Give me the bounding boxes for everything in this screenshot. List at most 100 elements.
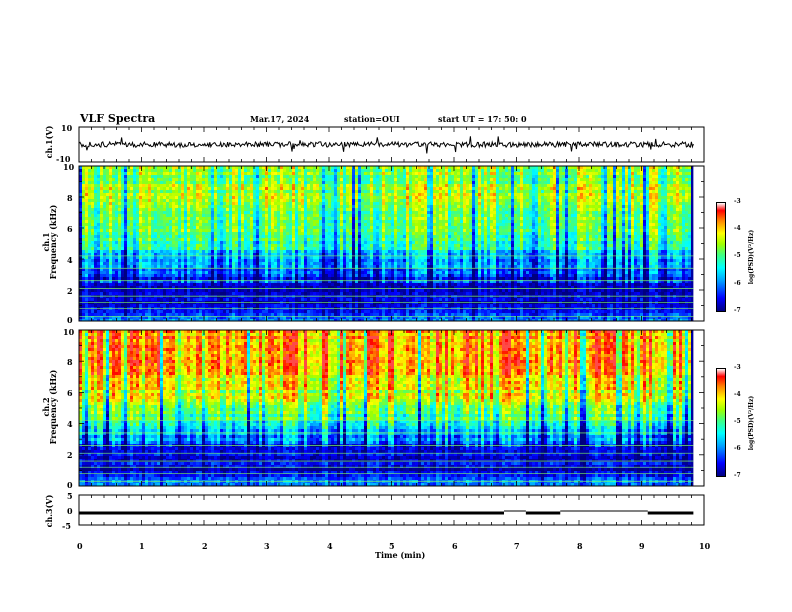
spectrogram-cell: [385, 226, 388, 229]
spectrogram-cell: [565, 232, 568, 235]
spectrogram-cell: [484, 181, 487, 184]
spectrogram-cell: [319, 196, 322, 199]
spectrogram-cell: [142, 202, 145, 205]
spectrogram-cell: [160, 214, 163, 217]
spectrogram-cell: [175, 187, 178, 190]
spectrogram-cell: [607, 217, 610, 220]
spectrogram-cell: [634, 196, 637, 199]
spectrogram-cell: [580, 181, 583, 184]
spectrogram-cell: [478, 229, 481, 232]
spectrogram-cell: [613, 190, 616, 193]
spectrogram-cell: [499, 220, 502, 223]
spectrogram-cell: [526, 217, 529, 220]
spectrogram-cell: [544, 205, 547, 208]
spectrogram-cell: [166, 211, 169, 214]
spectrogram-cell: [595, 190, 598, 193]
spectrogram-cell: [559, 196, 562, 199]
spectrogram-cell: [292, 172, 295, 175]
spectrogram-cell: [130, 199, 133, 202]
spectrogram-cell: [523, 235, 526, 238]
spectrogram-cell: [172, 214, 175, 217]
spectrogram-cell: [688, 202, 691, 205]
spectrogram-cell: [343, 190, 346, 193]
spectrogram-cell: [592, 229, 595, 232]
spectrogram-cell: [274, 181, 277, 184]
spectrogram-cell: [382, 223, 385, 226]
spectrogram-cell: [223, 223, 226, 226]
spectrogram-cell: [343, 211, 346, 214]
spectrogram-cell: [430, 223, 433, 226]
spectrogram-cell: [436, 208, 439, 211]
spectrogram-cell: [538, 178, 541, 181]
spectrogram-cell: [430, 202, 433, 205]
spectrogram-cell: [688, 223, 691, 226]
spectrogram-cell: [565, 196, 568, 199]
spectrogram-cell: [586, 202, 589, 205]
spectrogram-cell: [253, 229, 256, 232]
spectrogram-cell: [106, 169, 109, 172]
spectrogram-cell: [151, 220, 154, 223]
spectrogram-cell: [238, 187, 241, 190]
spectrogram-cell: [379, 214, 382, 217]
spectrogram-cell: [238, 202, 241, 205]
spectrogram-cell: [127, 220, 130, 223]
spectrogram-cell: [190, 238, 193, 241]
spectrogram-cell: [526, 235, 529, 238]
spectrogram-cell: [388, 214, 391, 217]
spectrogram-cell: [535, 208, 538, 211]
spectrogram-cell: [385, 193, 388, 196]
spectrogram-cell: [103, 166, 106, 169]
spectrogram-cell: [568, 196, 571, 199]
spectrogram-cell: [112, 208, 115, 211]
spectrogram-cell: [298, 217, 301, 220]
spectrogram-cell: [103, 202, 106, 205]
spectrogram-cell: [556, 178, 559, 181]
spectrogram-cell: [121, 193, 124, 196]
spectrogram-cell: [643, 214, 646, 217]
spectrogram-cell: [112, 202, 115, 205]
spectrogram-cell: [211, 172, 214, 175]
spectrogram-cell: [256, 232, 259, 235]
spectrogram-cell: [568, 229, 571, 232]
spectrogram-cell: [439, 211, 442, 214]
spectrogram-cell: [571, 211, 574, 214]
spectrogram-cell: [118, 181, 121, 184]
spectrogram-cell: [274, 172, 277, 175]
spectrogram-cell: [181, 187, 184, 190]
spectrogram-cell: [109, 169, 112, 172]
spectrogram-cell: [604, 214, 607, 217]
spectrogram-cell: [460, 202, 463, 205]
spectrogram-cell: [586, 193, 589, 196]
spectrogram-cell: [112, 190, 115, 193]
spectrogram-cell: [664, 169, 667, 172]
spectrogram-cell: [664, 217, 667, 220]
spectrogram-cell: [178, 223, 181, 226]
spectrogram-cell: [103, 226, 106, 229]
spectrogram-cell: [559, 235, 562, 238]
spectrogram-cell: [355, 229, 358, 232]
spectrogram-cell: [250, 235, 253, 238]
spectrogram-cell: [373, 229, 376, 232]
spectrogram-cell: [136, 220, 139, 223]
spectrogram-cell: [238, 193, 241, 196]
spectrogram-cell: [169, 187, 172, 190]
spectrogram-cell: [424, 196, 427, 199]
spectrogram-cell: [370, 166, 373, 169]
spectrogram-cell: [676, 199, 679, 202]
spectrogram-cell: [484, 217, 487, 220]
spectrogram-cell: [265, 199, 268, 202]
spectrogram-cell: [463, 202, 466, 205]
spectrogram-cell: [313, 199, 316, 202]
spectrogram-cell: [667, 211, 670, 214]
spectrogram-cell: [484, 229, 487, 232]
spectrogram-cell: [358, 229, 361, 232]
spectrogram-cell: [340, 169, 343, 172]
spectrogram-cell: [193, 217, 196, 220]
spectrogram-cell: [532, 235, 535, 238]
spectrogram-cell: [310, 232, 313, 235]
spectrogram-cell: [547, 175, 550, 178]
spectrogram-cell: [625, 220, 628, 223]
spectrogram-cell: [676, 232, 679, 235]
spectrogram-cell: [619, 208, 622, 211]
spectrogram-cell: [544, 211, 547, 214]
